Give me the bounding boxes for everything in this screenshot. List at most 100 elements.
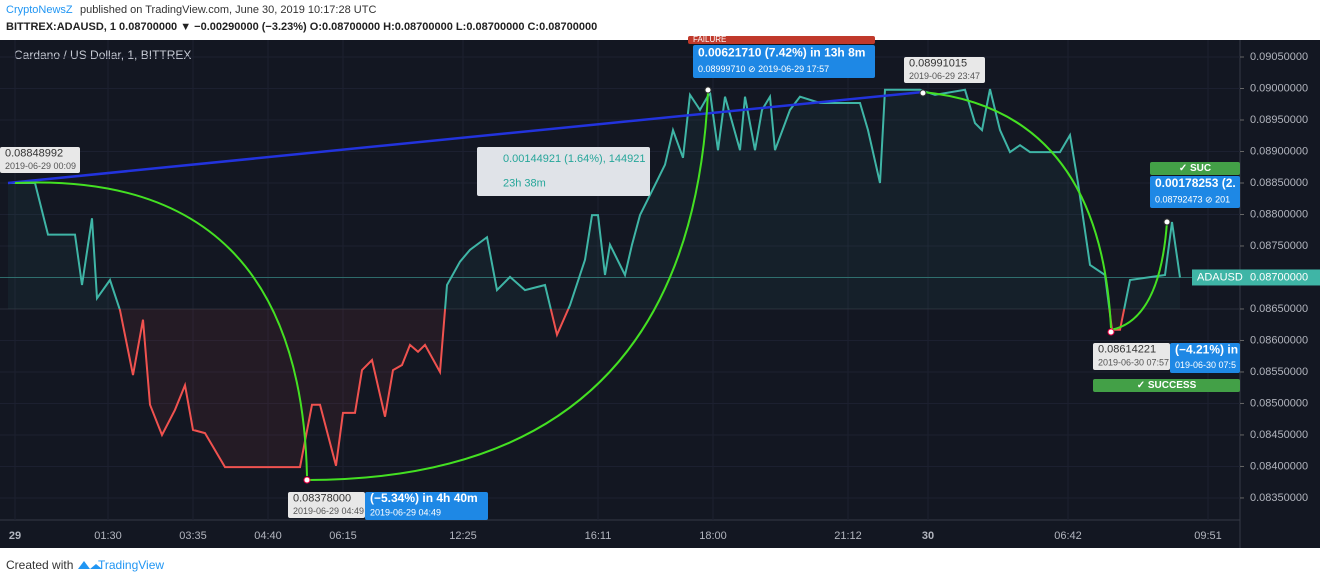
annotation-text: ✓ SUC [1179, 163, 1211, 174]
x-tick-label: 09:51 [1194, 530, 1222, 542]
x-tick-label: 01:30 [94, 530, 122, 542]
annotation-text: 0.08848992 [5, 147, 63, 159]
annotation: 0.08614221 2019-06-30 07:57 [1093, 343, 1170, 370]
anchor [303, 476, 311, 484]
annotation: FAILURE [688, 35, 875, 44]
annotation-text: 2019-06-30 07:57 [1098, 358, 1169, 368]
published: published on TradingView.com, June 30, 2… [80, 4, 376, 16]
annotation-text: 019-06-30 07:5 [1175, 360, 1236, 370]
annotation-text: 0.00621710 (7.42%) in 13h 8m [698, 45, 865, 59]
annotation-text: 0.08991015 [909, 57, 967, 69]
annotation-box [1093, 343, 1170, 370]
y-tick-label: 0.08950000 [1250, 114, 1308, 126]
annotation-text: ✓ SUCCESS [1137, 380, 1197, 391]
author[interactable]: CryptoNewsZ [6, 4, 73, 16]
y-tick-label: 0.08450000 [1250, 429, 1308, 441]
annotation-text: 0.08378000 [293, 492, 351, 504]
annotation-box [688, 36, 875, 44]
y-tick-label: 0.08850000 [1250, 177, 1308, 189]
annotation-text: (−4.21%) in [1175, 343, 1238, 357]
arc [1110, 221, 1168, 331]
line-above [8, 88, 1181, 309]
annotation: (−4.21%) in 019-06-30 07:5 [1170, 343, 1240, 373]
y-tick-label: 0.08500000 [1250, 397, 1308, 409]
trend-line [7, 90, 924, 185]
annotation-box [288, 492, 365, 518]
chart-bg [0, 40, 1320, 548]
annotation: 0.00621710 (7.42%) in 13h 8m 0.08999710 ⊘… [693, 45, 875, 78]
x-tick-label: 12:25 [449, 530, 477, 542]
annotation: 0.08991015 2019-06-29 23:47 [904, 57, 985, 83]
annotation: (−5.34%) in 4h 40m 2019-06-29 04:49 [365, 491, 488, 520]
arc [14, 181, 308, 477]
x-tick-label: 16:11 [585, 530, 612, 542]
y-tick-label: 0.08650000 [1250, 303, 1308, 315]
annotation: 0.08378000 2019-06-29 04:49 [288, 492, 365, 518]
x-tick-label: 18:00 [699, 530, 727, 542]
annotation-box [0, 147, 80, 173]
plot [0, 40, 1240, 520]
x-tick-label: 21:12 [834, 530, 862, 542]
area-below [119, 308, 1125, 468]
line-below [118, 308, 1126, 469]
x-tick-label: 06:42 [1054, 530, 1082, 542]
annotation-box [1093, 379, 1240, 392]
annotation-text: 2019-06-29 04:49 [370, 507, 441, 517]
annotation-text: (−5.34%) in 4h 40m [370, 491, 478, 505]
annotation-box [477, 147, 650, 196]
footer-brand[interactable]: TradingView [98, 558, 164, 572]
symbol-line: BITTREX:ADAUSD, 1 0.08700000 ▼ −0.002900… [6, 21, 597, 33]
anchor [919, 89, 927, 97]
x-tick-label: 30 [922, 530, 934, 542]
anchor [704, 86, 712, 94]
y-tick-label: 0.08350000 [1250, 492, 1308, 504]
y-tick-label: 0.08800000 [1250, 208, 1308, 220]
anchor [1163, 218, 1171, 226]
annotation-text: 0.08999710 ⊘ 2019-06-29 17:57 [698, 64, 829, 74]
header-bg [0, 0, 1320, 40]
y-tick-label: 0.08550000 [1250, 366, 1308, 378]
arc [922, 91, 1112, 329]
annotation-box [904, 57, 985, 83]
drawings [7, 86, 1171, 484]
y-tick-label: 0.08400000 [1250, 460, 1308, 472]
annotation-text: 2019-06-29 00:09 [5, 161, 76, 171]
y-tick-label: 0.08600000 [1250, 334, 1308, 346]
annotation-box [1170, 343, 1240, 373]
anchor [1107, 328, 1115, 336]
area-above [8, 89, 1180, 309]
x-tick-label: 04:40 [254, 530, 282, 542]
chart-title: Cardano / US Dollar, 1, BITTREX [14, 48, 191, 62]
annotation: 0.00144921 (1.64%), 144921 23h 38m [477, 147, 650, 196]
annotation: ✓ SUCCESS [1093, 379, 1240, 392]
annotation-box [1150, 162, 1240, 175]
annotation: 0.08848992 2019-06-29 00:09 [0, 147, 80, 173]
annotation-text: 2019-06-29 04:49 [293, 506, 364, 516]
annotation-text: 2019-06-29 23:47 [909, 71, 980, 81]
price-label: 0.08700000 [1250, 271, 1308, 283]
arc [306, 91, 709, 481]
y-tick-label: 0.08750000 [1250, 240, 1308, 252]
footer-text: Created with [6, 558, 73, 572]
x-tick-label: 29 [9, 530, 21, 542]
annotations: 0.08848992 2019-06-29 00:09 0.08378000 2019… [0, 35, 1240, 520]
annotation-box [365, 492, 488, 520]
annotation-text: 0.08792473 ⊘ 201 [1155, 194, 1230, 204]
annotation: 0.00178253 (2. 0.08792473 ⊘ 201 [1150, 176, 1240, 208]
y-tick-label: 0.09000000 [1250, 82, 1308, 94]
annotation-box [1150, 176, 1240, 208]
annotation: ✓ SUC [1150, 162, 1240, 175]
x-tick-label: 03:35 [179, 530, 207, 542]
y-tick-label: 0.08900000 [1250, 145, 1308, 157]
price-symbol: ADAUSD [1197, 271, 1243, 283]
annotation-text: 0.00144921 (1.64%), 144921 [503, 153, 646, 165]
price-tag [1192, 269, 1320, 286]
footer-bg [0, 548, 1320, 582]
logo [78, 561, 102, 569]
annotation-text: 0.08614221 [1098, 344, 1156, 356]
annotation-text: FAILURE [693, 35, 726, 44]
annotation-box [693, 45, 875, 78]
annotation-text: 0.00178253 (2. [1155, 176, 1236, 190]
annotation-text: 23h 38m [503, 178, 546, 190]
